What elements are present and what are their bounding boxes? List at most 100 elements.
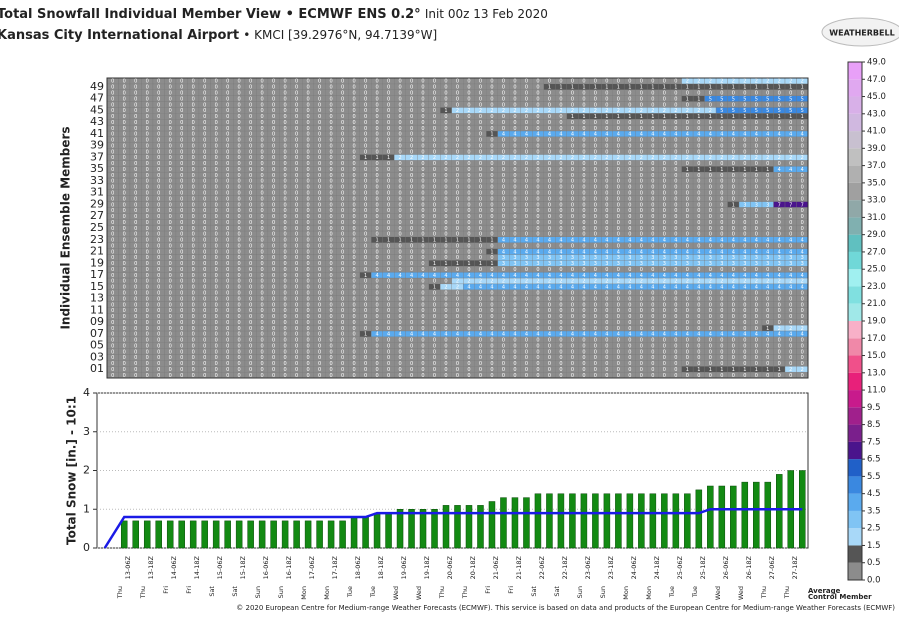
- cell-label: 0: [410, 296, 413, 302]
- cell-label: 0: [525, 361, 528, 367]
- cell-label: 0: [720, 343, 723, 349]
- cell-label: 0: [743, 149, 746, 155]
- cell-label: 0: [203, 343, 206, 349]
- row-label: 39: [90, 139, 104, 152]
- cell-label: 0: [261, 214, 264, 220]
- cell-label: 0: [732, 161, 735, 167]
- cell-label: 0: [375, 320, 378, 326]
- cell-label: 0: [111, 179, 114, 185]
- cell-label: 0: [410, 255, 413, 261]
- cell-label: 3: [697, 255, 700, 261]
- cell-label: 0: [318, 208, 321, 214]
- cell-label: 0: [766, 191, 769, 197]
- cell-label: 0: [111, 173, 114, 179]
- cell-label: 3: [548, 261, 551, 267]
- cell-label: 0: [261, 155, 264, 161]
- cell-label: 0: [571, 326, 574, 332]
- cell-label: 0: [146, 296, 149, 302]
- cell-label: 0: [238, 243, 241, 249]
- cell-label: 0: [215, 373, 218, 379]
- cell-label: 0: [295, 326, 298, 332]
- cell-label: 0: [582, 291, 585, 297]
- cell-label: 0: [421, 291, 424, 297]
- cell-label: 0: [226, 232, 229, 238]
- cell-label: 0: [169, 161, 172, 167]
- cell-label: 0: [111, 202, 114, 208]
- cell-label: 0: [146, 343, 149, 349]
- cell-label: 0: [605, 173, 608, 179]
- cell-label: 0: [249, 191, 252, 197]
- cell-label: 0: [249, 343, 252, 349]
- cell-label: 0: [169, 349, 172, 355]
- cell-label: 0: [789, 208, 792, 214]
- cell-label: 0: [352, 273, 355, 279]
- cell-label: 0: [686, 338, 689, 344]
- cell-label: 0: [410, 279, 413, 285]
- cell-label: 0: [617, 208, 620, 214]
- cell-label: 0: [134, 308, 137, 314]
- cell-label: 2: [467, 279, 470, 285]
- cell-label: 0: [111, 255, 114, 261]
- cell-label: 0: [284, 308, 287, 314]
- cell-label: 0: [329, 232, 332, 238]
- cell-label: 0: [559, 226, 562, 232]
- cell-label: 0: [226, 214, 229, 220]
- cell-label: 0: [398, 291, 401, 297]
- cell-label: 0: [352, 267, 355, 273]
- cell-label: 0: [421, 279, 424, 285]
- cell-label: 4: [686, 332, 689, 338]
- cell-label: 0: [720, 320, 723, 326]
- cell-label: 0: [594, 179, 597, 185]
- cell-label: 0: [720, 185, 723, 191]
- cell-label: 0: [249, 373, 252, 379]
- cell-label: 0: [444, 302, 447, 308]
- cell-label: 0: [605, 149, 608, 155]
- cell-label: 0: [410, 291, 413, 297]
- cell-label: 1: [743, 367, 746, 373]
- cell-label: 0: [123, 208, 126, 214]
- cell-label: 0: [318, 349, 321, 355]
- cell-label: 0: [617, 191, 620, 197]
- cell-label: 0: [364, 349, 367, 355]
- cell-label: 0: [421, 202, 424, 208]
- cell-label: 0: [559, 138, 562, 144]
- cell-label: 0: [421, 261, 424, 267]
- cell-label: 0: [226, 338, 229, 344]
- cell-label: 0: [548, 161, 551, 167]
- cell-label: 4: [732, 332, 735, 338]
- cell-label: 2: [582, 279, 585, 285]
- cell-label: 0: [663, 173, 666, 179]
- cell-label: 3: [559, 261, 562, 267]
- cell-label: 0: [157, 349, 160, 355]
- cell-label: 0: [387, 249, 390, 255]
- cell-label: 0: [352, 302, 355, 308]
- cell-label: 0: [513, 343, 516, 349]
- cell-label: 0: [341, 167, 344, 173]
- cell-label: 0: [203, 167, 206, 173]
- cell-label: 0: [743, 185, 746, 191]
- cell-label: 0: [755, 349, 758, 355]
- cell-label: 0: [743, 143, 746, 149]
- cell-label: 0: [169, 191, 172, 197]
- cell-label: 0: [709, 326, 712, 332]
- cell-label: 4: [617, 285, 620, 291]
- cell-label: 0: [226, 226, 229, 232]
- cell-label: 0: [375, 179, 378, 185]
- cell-label: 4: [755, 285, 758, 291]
- cell-label: 0: [709, 208, 712, 214]
- cell-label: 0: [192, 373, 195, 379]
- cell-label: 0: [261, 167, 264, 173]
- cell-label: 0: [341, 267, 344, 273]
- cell-label: 0: [272, 349, 275, 355]
- cell-label: 0: [123, 161, 126, 167]
- cell-label: 0: [513, 232, 516, 238]
- cell-label: 0: [732, 302, 735, 308]
- cell-label: 0: [536, 208, 539, 214]
- cell-label: 0: [203, 255, 206, 261]
- cell-label: 0: [548, 226, 551, 232]
- cell-label: 0: [651, 220, 654, 226]
- cell-label: 0: [329, 238, 332, 244]
- cell-label: 0: [123, 308, 126, 314]
- cell-label: 0: [146, 226, 149, 232]
- cell-label: 0: [605, 220, 608, 226]
